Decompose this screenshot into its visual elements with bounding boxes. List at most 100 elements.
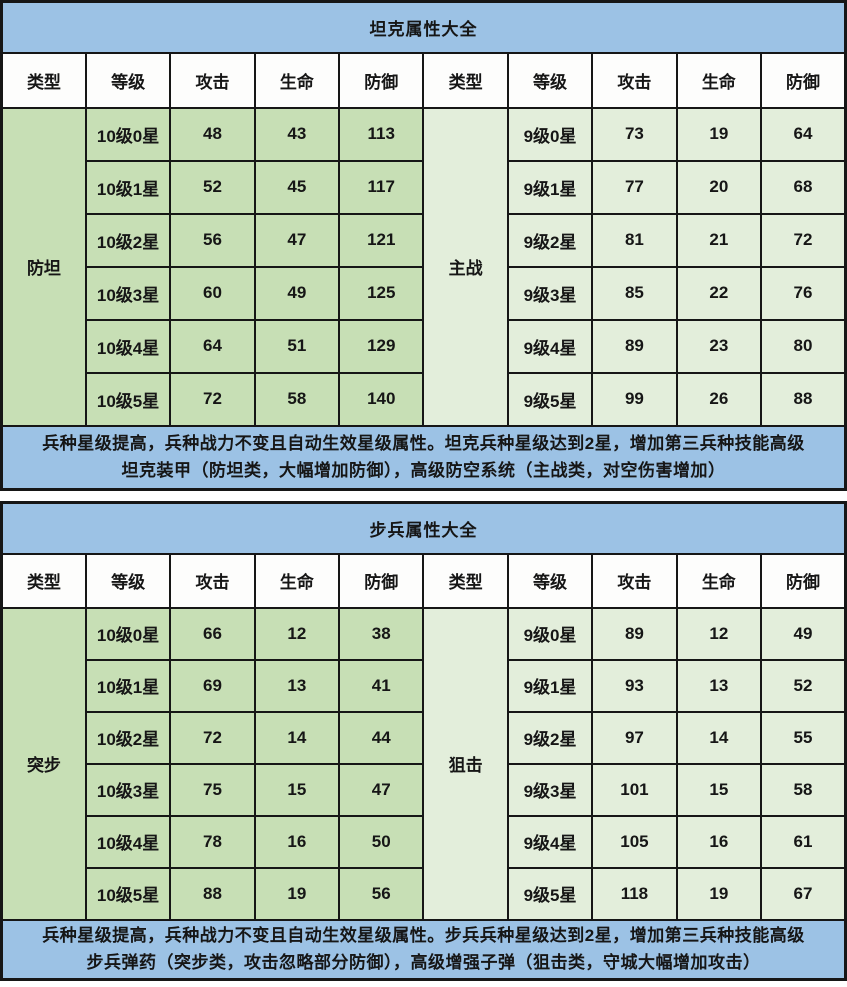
column-header-life: 生命 (675, 552, 763, 609)
attack-cell: 48 (169, 106, 256, 162)
attack-cell: 64 (169, 318, 256, 374)
attack-cell: 99 (591, 371, 678, 427)
level-cell: 9级4星 (506, 814, 594, 869)
attack-cell: 81 (591, 212, 678, 268)
attack-cell: 78 (169, 814, 256, 869)
column-header-life: 生命 (253, 51, 341, 109)
table-row: 10级2星 72 14 44 9级2星 97 14 55 (2, 710, 847, 765)
unit-type-cell: 防坦 (0, 106, 87, 427)
life-cell: 45 (253, 159, 341, 215)
footnote-line-1: 兵种星级提高，兵种战力不变且自动生效星级属性。坦克兵种星级达到2星，增加第三兵种… (42, 434, 805, 454)
defense-cell: 67 (760, 866, 847, 921)
column-header-attack: 攻击 (169, 51, 256, 109)
header-row: 类型 等级 攻击 生命 防御 类型 等级 攻击 生命 防御 (0, 552, 847, 609)
life-cell: 19 (675, 866, 763, 921)
column-header-level: 等级 (84, 552, 172, 609)
life-cell: 23 (675, 318, 763, 374)
attack-cell: 93 (591, 658, 678, 713)
column-header-type: 类型 (0, 552, 87, 609)
life-cell: 51 (253, 318, 341, 374)
defense-cell: 49 (760, 606, 847, 661)
attack-cell: 73 (591, 106, 678, 162)
attack-cell: 66 (169, 606, 256, 661)
life-cell: 13 (675, 658, 763, 713)
level-cell: 9级2星 (506, 212, 594, 268)
defense-cell: 76 (760, 265, 847, 321)
column-header-type: 类型 (0, 51, 87, 109)
column-header-attack: 攻击 (591, 51, 678, 109)
table-title: 坦克属性大全 (0, 0, 847, 54)
table-row: 10级5星 88 19 56 9级5星 118 19 67 (2, 866, 847, 921)
life-cell: 15 (253, 762, 341, 817)
attack-cell: 105 (591, 814, 678, 869)
defense-cell: 140 (338, 371, 425, 427)
attack-cell: 72 (169, 371, 256, 427)
header-row: 类型 等级 攻击 生命 防御 类型 等级 攻击 生命 防御 (0, 51, 847, 109)
defense-cell: 80 (760, 318, 847, 374)
level-cell: 10级1星 (84, 658, 172, 713)
defense-cell: 117 (338, 159, 425, 215)
table-row: 10级4星 64 51 129 9级4星 89 23 80 (2, 318, 847, 374)
life-cell: 14 (675, 710, 763, 765)
footnote: 兵种星级提高，兵种战力不变且自动生效星级属性。坦克兵种星级达到2星，增加第三兵种… (0, 424, 847, 491)
life-cell: 58 (253, 371, 341, 427)
table-title: 步兵属性大全 (0, 501, 847, 555)
life-cell: 13 (253, 658, 341, 713)
level-cell: 10级0星 (84, 106, 172, 162)
column-header-attack: 攻击 (169, 552, 256, 609)
level-cell: 9级3星 (506, 762, 594, 817)
table-row: 10级1星 52 45 117 9级1星 77 20 68 (2, 159, 847, 215)
attack-cell: 60 (169, 265, 256, 321)
level-cell: 9级5星 (506, 866, 594, 921)
attack-cell: 97 (591, 710, 678, 765)
level-cell: 9级3星 (506, 265, 594, 321)
attack-cell: 77 (591, 159, 678, 215)
footnote: 兵种星级提高，兵种战力不变且自动生效星级属性。步兵兵种星级达到2星，增加第三兵种… (0, 918, 847, 981)
column-header-defense: 防御 (338, 552, 425, 609)
tank-attributes-table: 坦克属性大全 类型 等级 攻击 生命 防御 类型 等级 攻击 生命 防御 防坦 … (0, 0, 847, 491)
life-cell: 16 (675, 814, 763, 869)
unit-type-cell: 主战 (422, 106, 509, 427)
column-header-defense: 防御 (338, 51, 425, 109)
defense-cell: 61 (760, 814, 847, 869)
life-cell: 12 (675, 606, 763, 661)
table-row: 10级4星 78 16 50 9级4星 105 16 61 (2, 814, 847, 869)
life-cell: 19 (253, 866, 341, 921)
level-cell: 9级2星 (506, 710, 594, 765)
column-header-type: 类型 (422, 552, 509, 609)
table-row: 防坦 10级0星 48 43 113 主战 9级0星 73 19 64 (0, 106, 847, 427)
unit-type-cell: 突步 (0, 606, 87, 921)
unit-type-cell: 狙击 (422, 606, 509, 921)
table-row: 10级3星 75 15 47 9级3星 101 15 58 (2, 762, 847, 817)
life-cell: 49 (253, 265, 341, 321)
level-cell: 10级5星 (84, 371, 172, 427)
defense-cell: 88 (760, 371, 847, 427)
attack-cell: 85 (591, 265, 678, 321)
table-gap (0, 491, 847, 501)
defense-cell: 55 (760, 710, 847, 765)
attack-cell: 101 (591, 762, 678, 817)
footnote-line-1: 兵种星级提高，兵种战力不变且自动生效星级属性。步兵兵种星级达到2星，增加第三兵种… (42, 926, 805, 946)
column-header-level: 等级 (84, 51, 172, 109)
column-header-attack: 攻击 (591, 552, 678, 609)
defense-cell: 47 (338, 762, 425, 817)
attack-cell: 75 (169, 762, 256, 817)
life-cell: 21 (675, 212, 763, 268)
defense-cell: 64 (760, 106, 847, 162)
attack-cell: 118 (591, 866, 678, 921)
column-header-life: 生命 (675, 51, 763, 109)
table-row: 突步 10级0星 66 12 38 狙击 9级0星 89 12 49 (0, 606, 847, 921)
level-cell: 10级1星 (84, 159, 172, 215)
life-cell: 19 (675, 106, 763, 162)
level-cell: 10级3星 (84, 762, 172, 817)
level-cell: 10级2星 (84, 212, 172, 268)
level-cell: 9级0星 (506, 106, 594, 162)
attack-cell: 89 (591, 318, 678, 374)
table-row: 10级1星 69 13 41 9级1星 93 13 52 (2, 658, 847, 713)
life-cell: 15 (675, 762, 763, 817)
life-cell: 43 (253, 106, 341, 162)
attack-cell: 88 (169, 866, 256, 921)
life-cell: 22 (675, 265, 763, 321)
defense-cell: 72 (760, 212, 847, 268)
defense-cell: 44 (338, 710, 425, 765)
